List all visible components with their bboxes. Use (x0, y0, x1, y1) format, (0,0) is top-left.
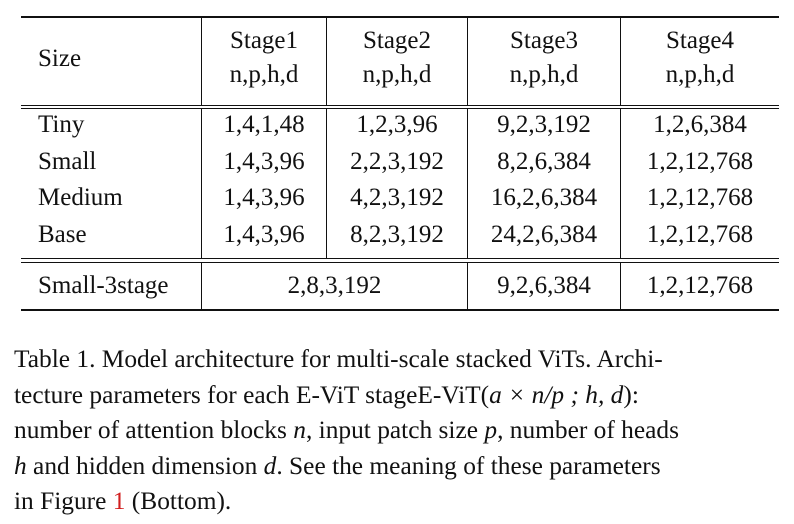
row-base-stage2: 8,2,3,192 (350, 221, 444, 248)
row-small-3stage-stage3: 9,2,6,384 (497, 272, 591, 299)
header-size: Size (38, 45, 82, 72)
row-tiny-stage3: 9,2,3,192 (497, 111, 591, 138)
row-small-3stage-stage4: 1,2,12,768 (646, 272, 754, 299)
row-medium-stage3: 16,2,6,384 (490, 184, 598, 211)
row-base-stage1: 1,4,3,96 (223, 221, 305, 248)
row-small-size: Small (38, 148, 97, 175)
caption-line-2-math: a × n/p ; h, d (489, 380, 624, 409)
row-base-stage4: 1,2,12,768 (646, 221, 754, 248)
caption-line-2-text-b: ): (623, 380, 639, 409)
column-divider-2 (326, 18, 327, 105)
column-divider-1-extra (201, 263, 202, 309)
table-caption: Table 1. Model architecture for multi-sc… (14, 342, 784, 520)
row-small-stage1: 1,4,3,96 (223, 148, 305, 175)
column-divider-4-extra (620, 263, 621, 309)
caption-line-2: tecture parameters for each E-ViT stageE… (14, 378, 784, 414)
figure-reference-link[interactable]: 1 (112, 487, 126, 515)
table-extra-rule-bottom (21, 262, 779, 263)
caption-line-4-text-b: . See the meaning of these parameters (276, 451, 661, 480)
header-stage4-name: Stage4 (665, 27, 735, 54)
row-medium-stage4: 1,2,12,768 (646, 184, 754, 211)
caption-line-3-text-b: , input patch size (305, 416, 485, 444)
row-small-stage2: 2,2,3,192 (350, 148, 444, 175)
row-medium-stage1: 1,4,3,96 (223, 184, 305, 211)
row-small-3stage-size: Small-3stage (38, 272, 169, 299)
caption-line-4-h: h (14, 451, 27, 480)
table-header-rule (21, 105, 779, 106)
row-small-stage4: 1,2,12,768 (646, 148, 754, 175)
row-base-stage3: 24,2,6,384 (490, 221, 598, 248)
column-divider-1-body (201, 109, 202, 258)
table-body-rule-top (21, 108, 779, 109)
caption-line-5-text-b: (Bottom). (125, 487, 232, 515)
column-divider-4-body (620, 109, 621, 258)
column-divider-1 (201, 18, 202, 105)
row-tiny-stage2: 1,2,3,96 (356, 111, 438, 138)
header-stage1-name: Stage1 (229, 27, 299, 54)
caption-line-5: in Figure 1 (Bottom). (14, 484, 784, 520)
column-divider-4 (620, 18, 621, 105)
caption-line-3-text-a: number of attention blocks (14, 416, 294, 444)
column-divider-3 (467, 18, 468, 105)
caption-line-2-text-a: tecture parameters for each E-ViT stageE… (14, 380, 490, 409)
caption-line-4-d: d (263, 451, 277, 480)
row-medium-size: Medium (38, 184, 123, 211)
header-stage3-name: Stage3 (509, 27, 579, 54)
row-base-size: Base (38, 221, 87, 248)
caption-line-3: number of attention blocks n, input patc… (14, 413, 784, 449)
row-tiny-stage1: 1,4,1,48 (223, 111, 305, 138)
header-stage4-params: n,p,h,d (665, 61, 735, 88)
caption-line-4-text-a: and hidden dimension (26, 451, 264, 480)
row-tiny-stage4: 1,2,6,384 (653, 111, 747, 138)
caption-line-3-p: p (484, 416, 498, 444)
column-divider-2-body (326, 109, 327, 258)
row-small-stage3: 8,2,6,384 (497, 148, 591, 175)
table-extra-rule-top (21, 258, 779, 259)
caption-line-4: h and hidden dimension d. See the meanin… (14, 449, 784, 485)
header-stage3-params: n,p,h,d (509, 61, 579, 88)
header-stage2-params: n,p,h,d (362, 61, 432, 88)
row-small-3stage-stage12: 2,8,3,192 (287, 272, 382, 299)
caption-line-1: Table 1. Model architecture for multi-sc… (14, 345, 663, 373)
column-divider-3-extra (467, 263, 468, 309)
caption-line-3-text-c: , number of heads (497, 416, 679, 444)
column-divider-3-body (467, 109, 468, 258)
row-medium-stage2: 4,2,3,192 (350, 184, 444, 211)
header-stage1-params: n,p,h,d (229, 61, 299, 88)
caption-line-3-n: n (293, 416, 306, 444)
header-stage2-name: Stage2 (362, 27, 432, 54)
caption-line-5-text-a: in Figure (14, 487, 113, 515)
table-top-rule (21, 16, 779, 18)
table-bottom-rule (21, 309, 779, 311)
row-tiny-size: Tiny (38, 111, 85, 138)
